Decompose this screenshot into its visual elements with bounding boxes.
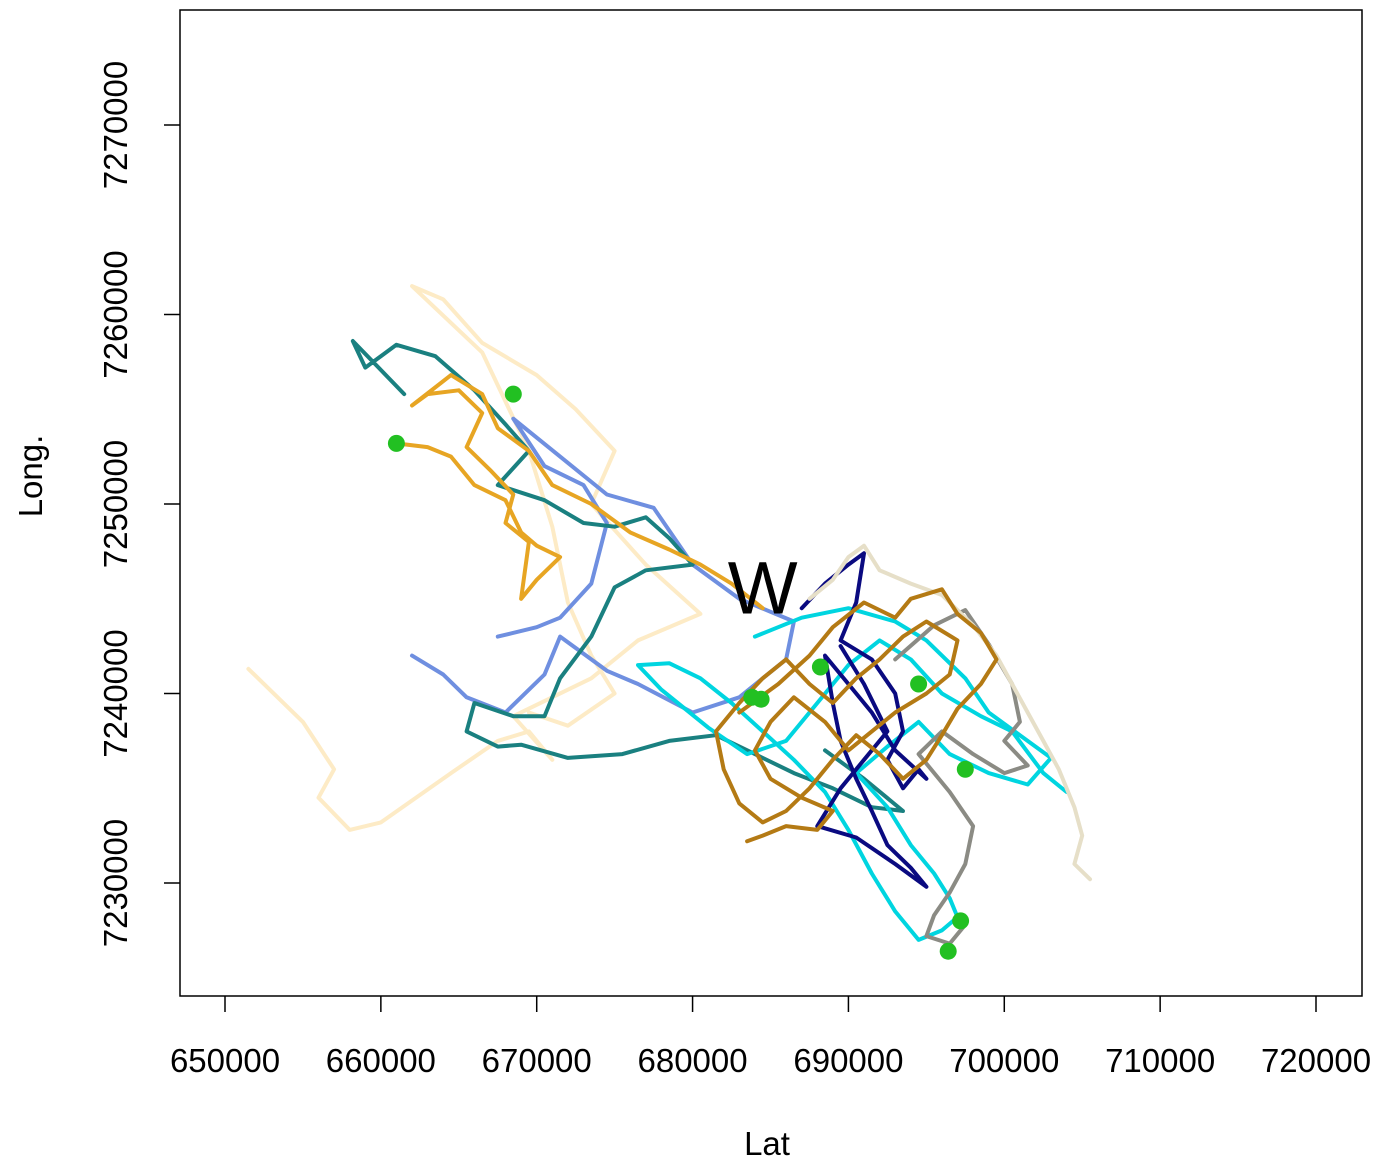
start-point-8: [952, 912, 970, 930]
track-1: [246, 284, 703, 832]
x-tick-label-660000: 660000: [326, 1042, 436, 1079]
start-point-1: [387, 434, 405, 452]
x-tick-label-670000: 670000: [482, 1042, 592, 1079]
x-tick-label-680000: 680000: [638, 1042, 748, 1079]
start-point-7: [956, 760, 974, 778]
start-point-9: [939, 942, 957, 960]
track-4: [394, 373, 765, 611]
y-axis: 7230000 7240000 7250000 7260000 7270000: [97, 61, 180, 947]
start-point-4: [752, 690, 770, 708]
track-6: [799, 551, 929, 889]
track-3: [350, 339, 905, 813]
start-point-2: [504, 385, 522, 403]
x-tick-label-720000: 720000: [1261, 1042, 1371, 1079]
y-tick-label-7260000: 7260000: [97, 250, 134, 378]
x-tick-label-650000: 650000: [170, 1042, 280, 1079]
series-layer: [246, 284, 1092, 946]
x-tick-label-690000: 690000: [793, 1042, 903, 1079]
annotation-label: W: [728, 547, 798, 630]
y-tick-label-7270000: 7270000: [97, 61, 134, 189]
x-axis-title: Lat: [744, 1125, 790, 1162]
x-tick-label-700000: 700000: [949, 1042, 1059, 1079]
x-axis: 650000 660000 670000 680000 690000 700000 7100…: [170, 996, 1371, 1079]
track-8: [807, 543, 1092, 882]
track-2: [410, 416, 796, 715]
plot-frame: [179, 9, 1363, 997]
y-tick-label-7240000: 7240000: [97, 629, 134, 757]
start-point-6: [910, 675, 928, 693]
y-tick-label-7230000: 7230000: [97, 819, 134, 947]
y-axis-title: Long.: [12, 435, 49, 518]
track-5: [636, 606, 1069, 942]
x-tick-label-710000: 710000: [1105, 1042, 1215, 1079]
y-tick-label-7250000: 7250000: [97, 440, 134, 568]
track-9: [714, 587, 999, 844]
plot-box: [179, 9, 1363, 997]
start-point-5: [811, 658, 829, 676]
points-layer: [387, 385, 974, 960]
